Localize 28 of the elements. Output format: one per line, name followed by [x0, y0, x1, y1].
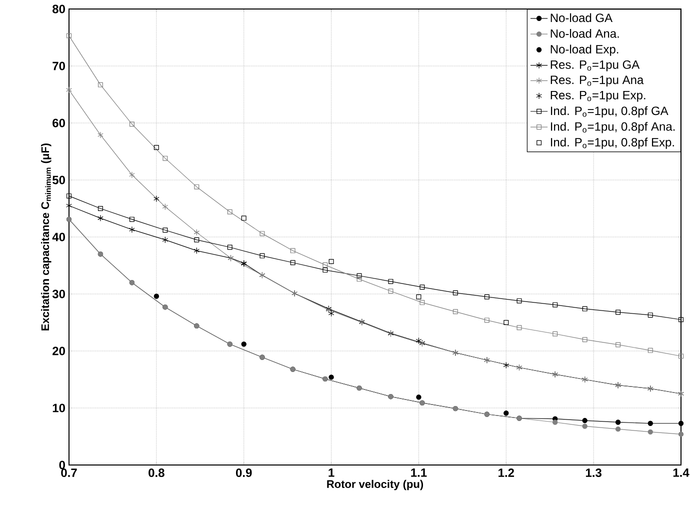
legend-label: No-load GA — [550, 13, 613, 22]
y-tick-label: 40 — [52, 232, 65, 242]
legend-label: Res. P$_{o}$=1pu GA — [550, 60, 640, 72]
y-tick-label: 70 — [52, 62, 65, 70]
y-tick-label: 20 — [52, 346, 65, 356]
x-tick-label: 0.9 — [236, 468, 252, 478]
y-tick-label: 10 — [52, 404, 65, 412]
x-tick-label: 0.8 — [148, 468, 164, 478]
legend-label: Ind. P$_{o}$=1pu, 0.8pf Exp. — [550, 138, 674, 149]
x-tick-label: 1.1 — [411, 468, 427, 477]
legend-label: No-load Ana. — [550, 29, 619, 38]
y-tick-label: 0 — [59, 460, 65, 470]
y-tick-label: 50 — [52, 176, 65, 184]
x-tick-label: 1.4 — [673, 468, 690, 477]
x-tick-label: 1.3 — [586, 468, 602, 478]
x-tick-label: 1.2 — [498, 468, 514, 477]
legend-label: No-load Exp. — [550, 44, 618, 56]
legend-label: Res. P$_{o}$=1pu Ana — [550, 76, 644, 87]
x-tick-label: 0.7 — [61, 468, 77, 478]
y-tick-label: 80 — [52, 4, 65, 14]
legend-label: Res. P$_{o}$=1pu Exp. — [550, 91, 646, 102]
y-axis-title: Excitation capacitance C$_{minimum}$ (μF) — [41, 143, 52, 330]
y-tick-label: 30 — [52, 290, 65, 298]
y-tick-label: 60 — [52, 118, 65, 128]
legend-label: Ind. P$_{o}$=1pu, 0.8pf GA — [550, 106, 668, 118]
x-tick-label: 1 — [328, 468, 334, 477]
legend-label: Ind. P$_{o}$=1pu, 0.8pf Ana. — [550, 122, 675, 134]
x-axis-title: Rotor velocity (pu) — [327, 480, 424, 490]
